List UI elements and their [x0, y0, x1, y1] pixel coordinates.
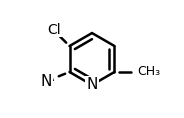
Text: CH₃: CH₃ — [137, 65, 160, 78]
Text: N: N — [40, 74, 52, 89]
Text: Cl: Cl — [47, 23, 61, 36]
Text: N: N — [86, 77, 98, 93]
